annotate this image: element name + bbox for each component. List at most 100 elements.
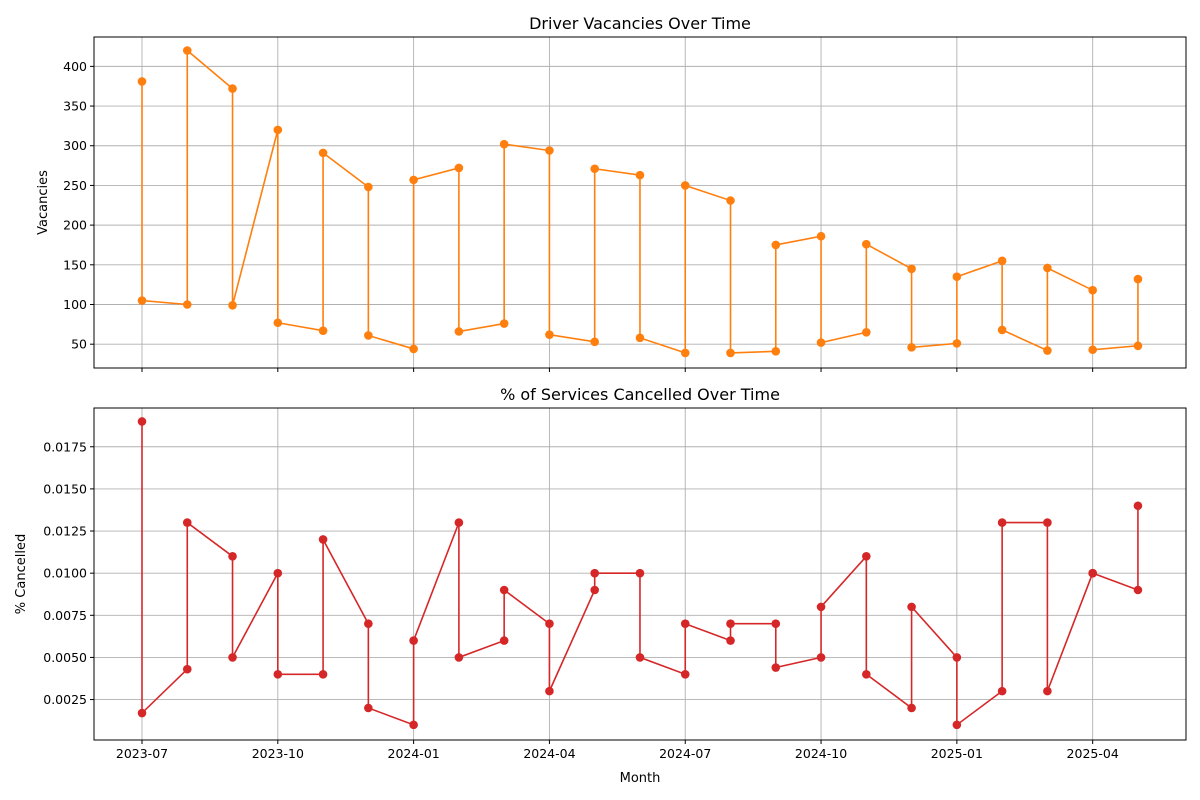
data-point bbox=[907, 343, 916, 352]
data-point bbox=[816, 338, 826, 347]
y-tick-label: 150 bbox=[63, 257, 87, 272]
y-tick-label: 0.0075 bbox=[43, 608, 87, 623]
data-point bbox=[771, 347, 781, 356]
data-point bbox=[635, 653, 645, 662]
data-point bbox=[499, 636, 509, 645]
data-point bbox=[816, 231, 826, 241]
x-tick-label: 2024-07 bbox=[659, 746, 711, 761]
data-point bbox=[454, 327, 464, 336]
data-point bbox=[545, 619, 554, 629]
y-tick-label: 250 bbox=[63, 178, 87, 193]
data-point bbox=[952, 720, 962, 730]
data-point bbox=[137, 77, 147, 86]
data-point bbox=[137, 296, 147, 305]
data-point bbox=[862, 552, 871, 561]
data-point bbox=[545, 146, 554, 155]
data-point bbox=[680, 619, 690, 629]
data-point bbox=[997, 256, 1007, 266]
data-point bbox=[1088, 285, 1097, 295]
data-point bbox=[726, 348, 735, 358]
data-point bbox=[318, 148, 328, 158]
data-point bbox=[273, 125, 283, 135]
data-point bbox=[364, 703, 373, 713]
data-point bbox=[680, 669, 690, 679]
data-point bbox=[318, 535, 328, 544]
x-tick-label: 2024-04 bbox=[523, 746, 575, 761]
data-point bbox=[862, 669, 871, 679]
data-point bbox=[182, 46, 192, 55]
data-point bbox=[726, 636, 735, 645]
data-point bbox=[680, 348, 690, 358]
data-point bbox=[1133, 585, 1143, 595]
data-point bbox=[771, 240, 781, 250]
data-point bbox=[1133, 501, 1143, 511]
data-point bbox=[635, 333, 645, 343]
data-point bbox=[364, 619, 373, 629]
plot-frame bbox=[93, 36, 1187, 369]
x-tick-label: 2024-01 bbox=[388, 746, 440, 761]
x-tick-label: 2023-10 bbox=[252, 746, 304, 761]
data-point bbox=[726, 619, 735, 629]
data-point bbox=[273, 669, 283, 679]
data-point bbox=[862, 239, 871, 249]
data-point bbox=[907, 264, 916, 274]
data-point bbox=[726, 196, 735, 205]
data-point bbox=[771, 663, 781, 672]
y-axis-label: Vacancies bbox=[36, 170, 51, 235]
data-point bbox=[635, 170, 645, 180]
data-point bbox=[454, 653, 464, 662]
x-axis-label: Month bbox=[620, 771, 661, 786]
x-tick-label: 2025-04 bbox=[1067, 746, 1119, 761]
data-point bbox=[364, 182, 373, 192]
data-point bbox=[997, 325, 1007, 335]
data-point bbox=[454, 163, 464, 173]
data-point bbox=[228, 653, 237, 662]
data-point bbox=[182, 518, 192, 527]
y-tick-label: 50 bbox=[71, 337, 87, 352]
data-point bbox=[318, 326, 328, 335]
series-line bbox=[141, 48, 1139, 355]
chart-title: Driver Vacancies Over Time bbox=[529, 14, 751, 33]
data-point bbox=[228, 84, 237, 93]
y-tick-label: 0.0025 bbox=[43, 692, 87, 707]
data-point bbox=[545, 686, 554, 696]
data-point bbox=[771, 619, 781, 629]
data-point bbox=[590, 164, 599, 174]
data-point bbox=[1043, 686, 1052, 696]
y-tick-label: 0.0150 bbox=[43, 481, 87, 496]
data-point bbox=[1133, 341, 1143, 351]
data-point bbox=[273, 568, 283, 578]
data-point bbox=[228, 300, 237, 310]
data-point bbox=[228, 552, 237, 561]
x-tick-label: 2023-07 bbox=[116, 746, 168, 761]
data-point bbox=[635, 568, 645, 578]
cancelled-chart: 0.0025 0.0050 0.0075 0.0100 0.0125 0.0150 0.01… bbox=[14, 385, 1187, 786]
data-point bbox=[137, 708, 147, 718]
data-point bbox=[499, 585, 509, 595]
vacancies-chart: 50 100 150 200 250 300 350 400 Driver Vacancies … bbox=[36, 14, 1187, 372]
data-point bbox=[997, 518, 1007, 527]
data-point bbox=[454, 518, 464, 527]
data-point bbox=[499, 319, 509, 328]
data-point bbox=[182, 300, 192, 309]
data-point bbox=[1043, 263, 1052, 273]
data-point bbox=[952, 272, 962, 282]
data-point bbox=[409, 175, 418, 185]
data-point bbox=[1043, 518, 1052, 527]
data-point bbox=[952, 339, 962, 348]
data-point bbox=[137, 417, 147, 426]
data-point bbox=[409, 636, 418, 645]
data-point bbox=[816, 653, 826, 662]
data-point bbox=[997, 686, 1007, 696]
data-point bbox=[590, 585, 599, 595]
data-point bbox=[318, 669, 328, 679]
y-tick-label: 400 bbox=[63, 59, 87, 74]
data-point bbox=[1133, 274, 1143, 284]
y-tick-label: 0.0100 bbox=[43, 566, 87, 581]
data-point bbox=[907, 602, 916, 612]
y-tick-label: 100 bbox=[63, 297, 87, 312]
data-point bbox=[1088, 345, 1097, 355]
chart-title: % of Services Cancelled Over Time bbox=[500, 385, 780, 404]
data-point bbox=[409, 720, 418, 730]
